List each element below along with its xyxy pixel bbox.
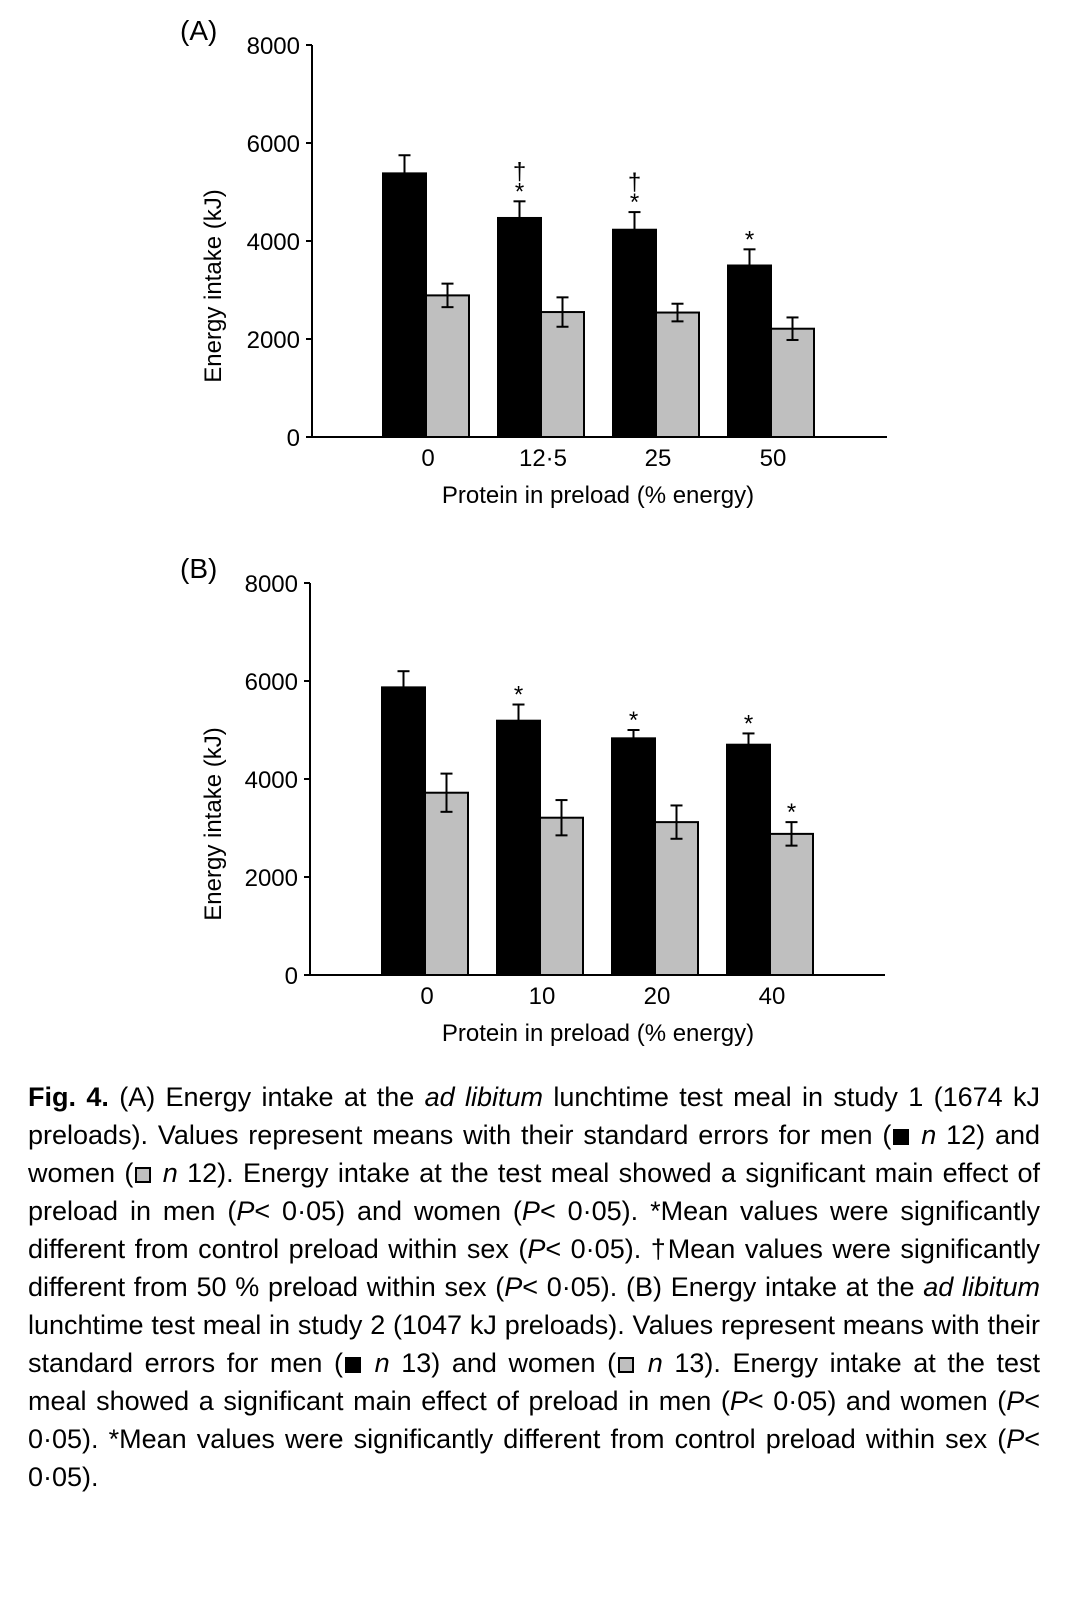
significance-dagger: † xyxy=(628,169,641,196)
bar-men xyxy=(496,719,541,976)
figure-caption: Fig. 4. (A) Energy intake at the ad libi… xyxy=(28,1078,1040,1496)
caption-italic: ad libitum xyxy=(424,1082,543,1112)
caption-text: < 0·05). †Mean values were significantly… xyxy=(28,1234,1040,1302)
x-tick-label: 50 xyxy=(760,445,787,472)
significance-asterisk: * xyxy=(744,710,753,737)
y-axis-label: Energy intake (kJ) xyxy=(200,189,227,382)
bar-men xyxy=(381,686,426,976)
caption-italic: n xyxy=(647,1348,663,1378)
y-tick-label: 0 xyxy=(285,963,298,990)
y-tick-label: 8000 xyxy=(247,33,300,60)
significance-asterisk: * xyxy=(629,707,638,734)
caption-text: lunchtime test meal in study 2 (1047 kJ … xyxy=(28,1310,1040,1378)
caption-italic: n xyxy=(921,1120,937,1150)
caption-text: < 0·05). *Mean values were significantly… xyxy=(28,1196,1040,1264)
bar-women xyxy=(540,311,585,438)
x-tick-label: 25 xyxy=(645,445,672,472)
x-tick-label: 40 xyxy=(759,983,786,1010)
caption-text: 12) and women ( xyxy=(28,1120,1041,1188)
caption-italic: P xyxy=(504,1272,523,1302)
women-legend-square-icon xyxy=(618,1357,635,1373)
caption-italic: n xyxy=(162,1158,178,1188)
significance-dagger: † xyxy=(513,158,526,185)
x-axis-label: Protein in preload (% energy) xyxy=(442,1020,754,1047)
y-tick-label: 4000 xyxy=(245,767,298,794)
significance-asterisk: * xyxy=(787,799,796,826)
x-tick-label: 10 xyxy=(529,983,556,1010)
bar-women xyxy=(424,791,469,976)
caption-text: 12). Energy intake at the test meal show… xyxy=(28,1158,1041,1226)
bar-men xyxy=(612,228,657,438)
caption-text: < 0·05). (B) Energy intake at the xyxy=(522,1272,924,1302)
y-tick-label: 8000 xyxy=(245,571,298,598)
bar-women xyxy=(770,327,815,438)
caption-italic: P xyxy=(236,1196,255,1226)
y-tick-label: 4000 xyxy=(247,229,300,256)
bar-men xyxy=(726,743,771,977)
caption-fig-label: Fig. 4. xyxy=(28,1082,109,1112)
y-tick-label: 0 xyxy=(287,425,300,452)
caption-italic: P xyxy=(1006,1386,1025,1416)
caption-text: 13). Energy intake at the test meal show… xyxy=(28,1348,1041,1416)
x-tick-label: 12·5 xyxy=(519,445,567,472)
bar-men xyxy=(611,737,656,977)
caption-italic: P xyxy=(729,1386,748,1416)
bar-women xyxy=(425,294,470,439)
x-axis-label: Protein in preload (% energy) xyxy=(442,482,754,509)
significance-asterisk: * xyxy=(630,189,639,216)
caption-text: 13) and women ( xyxy=(389,1348,617,1378)
caption-text: (A) Energy intake at the xyxy=(108,1082,425,1112)
caption-italic: P xyxy=(527,1234,546,1264)
x-tick-label: 0 xyxy=(421,445,434,472)
caption-italic: n xyxy=(374,1348,390,1378)
y-tick-label: 2000 xyxy=(247,327,300,354)
significance-asterisk: * xyxy=(514,682,523,709)
men-legend-square-icon xyxy=(893,1129,910,1145)
significance-asterisk: * xyxy=(515,178,524,205)
bar-women xyxy=(655,311,700,439)
bar-women xyxy=(654,821,699,976)
significance-asterisk: * xyxy=(745,226,754,253)
bar-men xyxy=(727,264,772,438)
y-axis-label: Energy intake (kJ) xyxy=(200,727,227,920)
caption-italic: ad libitum xyxy=(923,1272,1041,1302)
bar-men xyxy=(497,216,542,438)
caption-italic: P xyxy=(1006,1424,1025,1454)
caption-text: < 0·05). xyxy=(28,1424,1040,1492)
y-tick-label: 2000 xyxy=(245,865,298,892)
women-legend-square-icon xyxy=(135,1167,152,1183)
y-tick-label: 6000 xyxy=(245,669,298,696)
bar-women xyxy=(539,816,584,977)
caption-text: < 0·05) and women ( xyxy=(254,1196,522,1226)
x-tick-label: 20 xyxy=(644,983,671,1010)
caption-text: < 0·05) and women ( xyxy=(747,1386,1007,1416)
caption-text: < 0·05). *Mean values were significantly… xyxy=(28,1386,1040,1454)
men-legend-square-icon xyxy=(344,1357,361,1373)
bar-women xyxy=(769,832,814,976)
caption-italic: P xyxy=(521,1196,540,1226)
panel-label: (A) xyxy=(180,15,217,46)
x-tick-label: 0 xyxy=(420,983,433,1010)
caption-text: lunchtime test meal in study 1 (1674 kJ … xyxy=(28,1082,1040,1150)
panel-label: (B) xyxy=(180,553,217,584)
bar-men xyxy=(382,172,427,438)
y-tick-label: 6000 xyxy=(247,131,300,158)
